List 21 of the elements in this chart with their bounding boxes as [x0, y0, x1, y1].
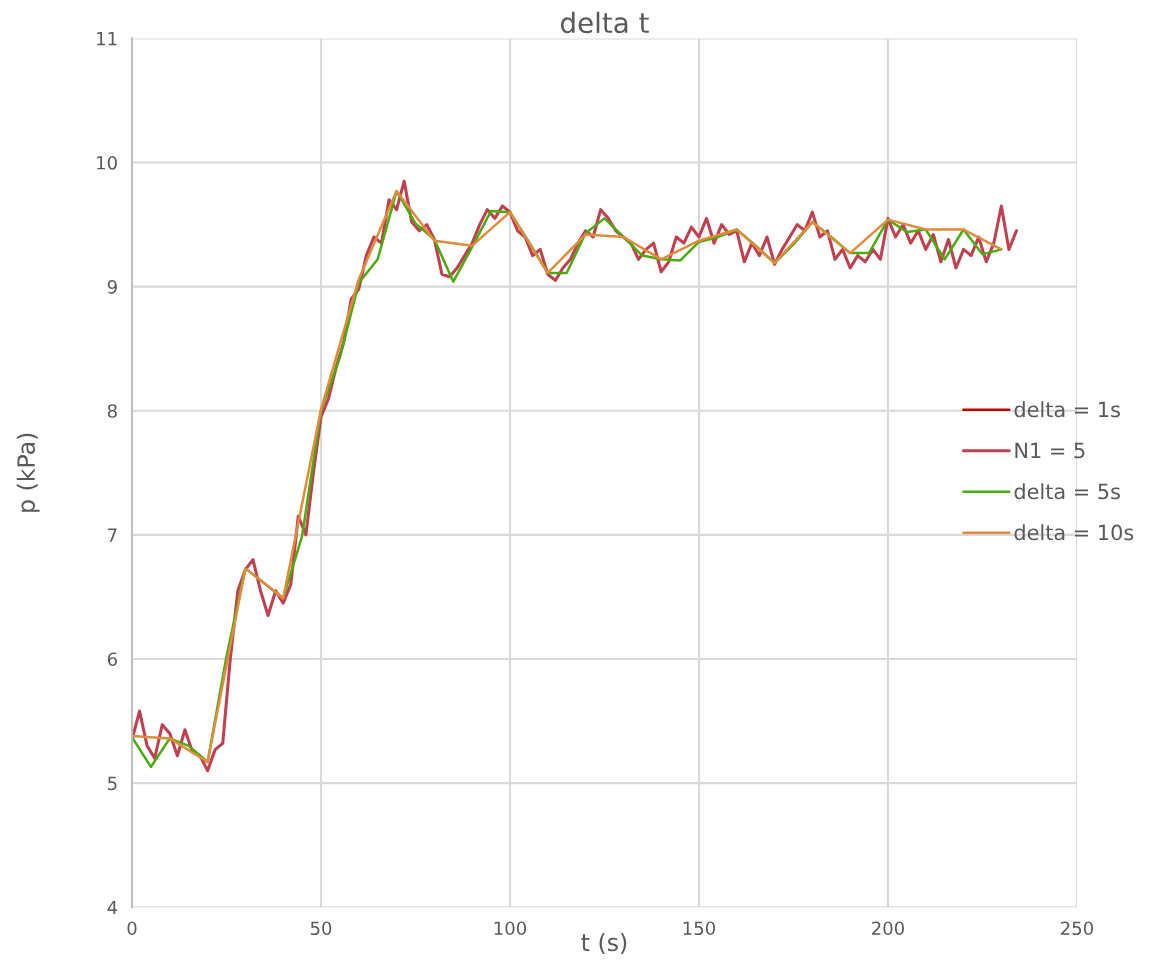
y-tick-label: 9 — [107, 280, 117, 294]
x-tick-label: 200 — [872, 921, 904, 936]
y-tick-label: 7 — [108, 528, 117, 542]
y-tick-label: 5 — [108, 776, 117, 791]
legend-label: delta = 1s — [1014, 401, 1120, 418]
y-tick-label: 10 — [97, 155, 117, 170]
x-tick-label: 50 — [310, 921, 332, 936]
x-tick-label: 250 — [1061, 921, 1093, 936]
y-tick-label: 6 — [107, 652, 117, 667]
legend-label: delta = 5s — [1014, 483, 1120, 500]
x-tick-label: 150 — [683, 921, 715, 936]
legend-label: N1 = 5 — [1015, 442, 1085, 459]
chart-title: delta t — [560, 11, 649, 34]
y-tick-label: 8 — [107, 404, 117, 418]
y-tick-label: 11 — [97, 32, 117, 46]
x-tick-label: 100 — [494, 921, 527, 936]
y-axis-title: p (kPa) — [16, 433, 40, 512]
legend-label: delta = 10s — [1014, 524, 1134, 541]
x-axis-title: t (s) — [581, 933, 627, 955]
y-tick-label: 4 — [107, 900, 118, 915]
x-tick-label: 0 — [127, 921, 137, 936]
